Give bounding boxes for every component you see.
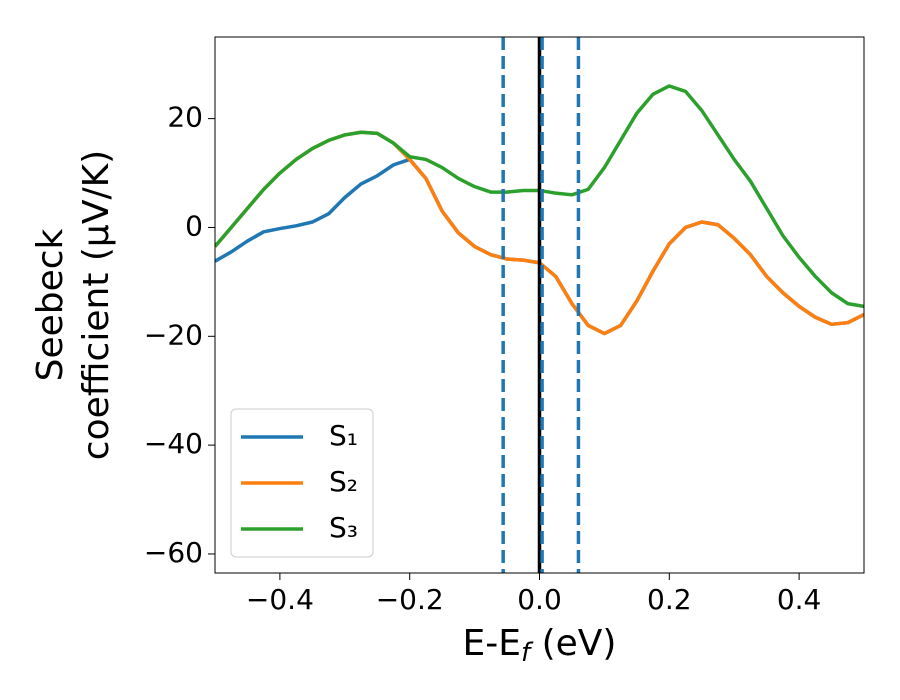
x-label-part: E-E	[463, 623, 521, 664]
x-axis-label: E-Ef (eV)	[463, 623, 617, 668]
x-tick-label: −0.4	[246, 583, 314, 616]
legend-label: S₃	[329, 511, 358, 544]
y-tick-label: 20	[167, 101, 203, 134]
y-tick-label: 0	[185, 209, 203, 242]
y-tick-label: −20	[144, 318, 203, 351]
x-label-part: (eV)	[530, 623, 616, 664]
x-tick-label: 0.4	[777, 583, 822, 616]
legend-label: S₁	[329, 419, 358, 452]
y-axis-label: coefficient (μV/K)	[76, 150, 117, 460]
x-tick-label: 0.0	[517, 583, 562, 616]
y-axis-label: Seebeck	[30, 228, 71, 381]
x-tick-label: 0.2	[647, 583, 692, 616]
y-tick-label: −60	[144, 536, 203, 569]
x-tick-label: −0.2	[376, 583, 444, 616]
legend-label: S₂	[329, 465, 358, 498]
y-tick-label: −40	[144, 427, 203, 460]
